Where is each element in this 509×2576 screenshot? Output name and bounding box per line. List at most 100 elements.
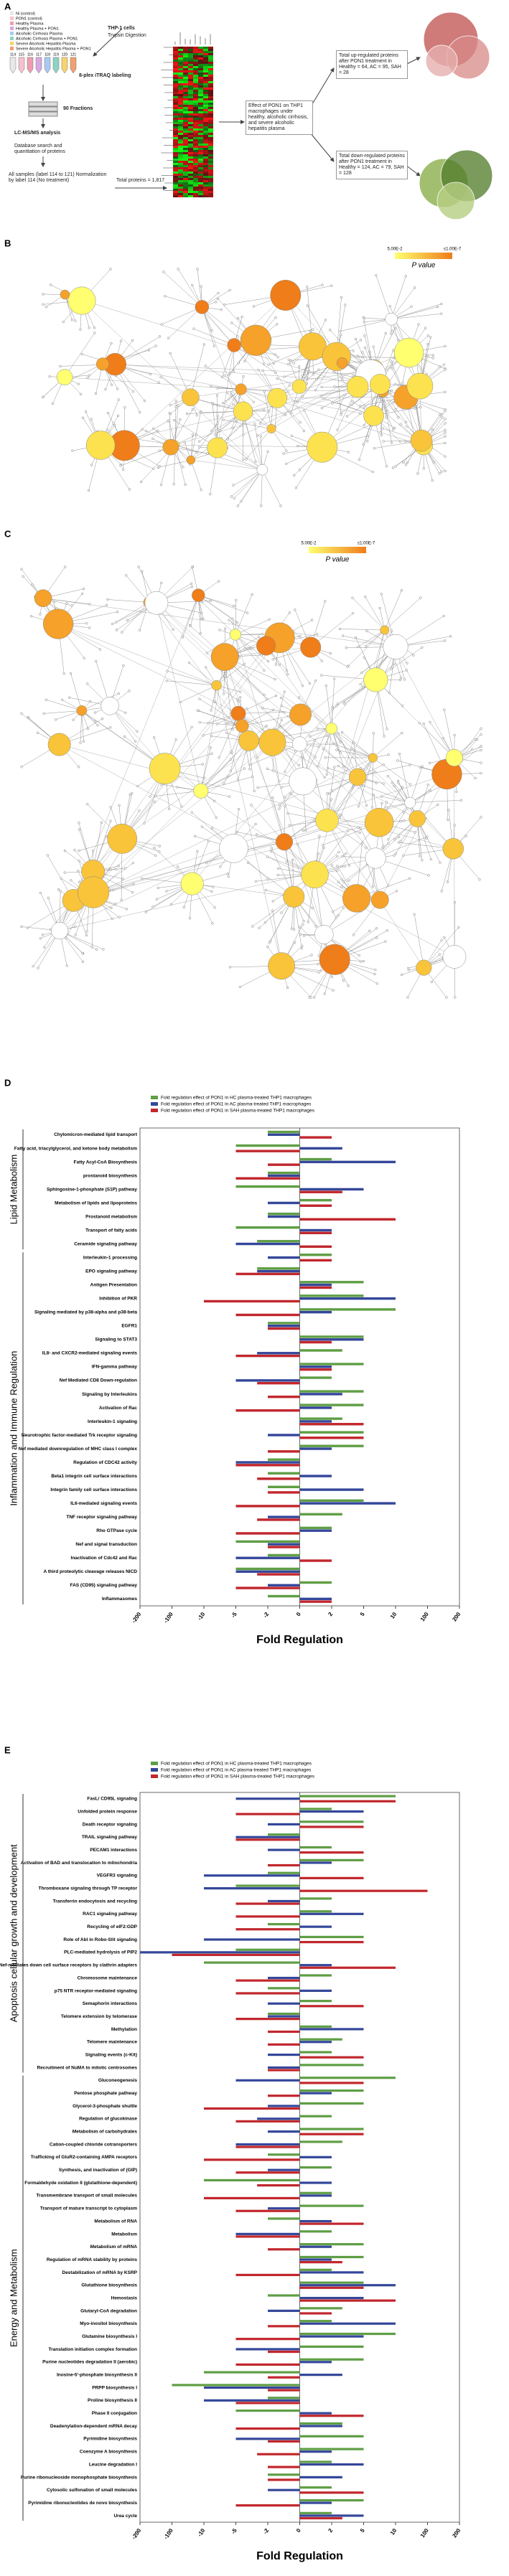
heat-cell — [193, 92, 198, 94]
network-node — [123, 406, 126, 409]
network-edge — [299, 697, 332, 729]
sample-swatch — [10, 22, 14, 25]
network-node — [88, 374, 90, 377]
category-label: Hemostasis — [111, 2295, 138, 2300]
network-hub — [235, 719, 249, 733]
network-hub — [385, 312, 398, 326]
bar — [299, 1940, 364, 1944]
x-tick-label: -5 — [230, 2527, 238, 2535]
heat-cell — [203, 152, 208, 154]
network-node — [42, 712, 45, 715]
bar — [235, 2018, 300, 2021]
bar — [299, 2261, 342, 2264]
network-node — [351, 596, 354, 599]
heat-cell — [193, 88, 198, 90]
sample-label: Alcoholic Cirrhosis Plasma — [16, 32, 63, 36]
heat-cell — [173, 109, 178, 111]
heat-cell — [178, 60, 183, 62]
heat-cell — [208, 66, 213, 68]
x-tick-label: -10 — [196, 2527, 206, 2538]
bar — [268, 1546, 300, 1548]
heat-cell — [178, 109, 183, 111]
network-node — [248, 763, 252, 766]
x-tick-label: -200 — [131, 1611, 143, 1625]
network-node — [258, 422, 262, 425]
network-node — [125, 574, 128, 577]
network-node — [347, 864, 350, 867]
category-label: Regulation of mRNA stability by proteins — [47, 2257, 138, 2262]
heat-cell — [203, 96, 208, 98]
network-node — [313, 819, 316, 822]
network-hub — [229, 629, 241, 641]
network-node — [243, 767, 246, 770]
bar — [268, 1472, 300, 1475]
network-node — [243, 359, 246, 363]
network-node — [375, 936, 378, 939]
bar — [299, 2102, 364, 2105]
network-node — [287, 358, 290, 361]
bar — [299, 2448, 364, 2450]
heat-cell — [178, 116, 183, 118]
network-node — [325, 773, 328, 776]
heat-cell — [208, 195, 213, 197]
heat-cell — [188, 163, 193, 165]
network-node — [131, 339, 134, 342]
network-hub — [180, 872, 204, 896]
heat-cell — [173, 163, 178, 165]
bar — [268, 1485, 300, 1488]
heat-cell — [203, 178, 208, 180]
network-node — [88, 489, 90, 492]
heat-cell — [203, 195, 208, 197]
category-label: FAS (CD95) signaling pathway — [70, 1583, 137, 1588]
network-node — [395, 890, 398, 893]
network-edge — [314, 630, 385, 875]
network-node — [77, 382, 80, 385]
network-edge — [44, 710, 82, 714]
network-node — [301, 944, 304, 947]
heat-cell — [208, 128, 213, 131]
bar — [257, 1477, 300, 1480]
network-node — [375, 927, 378, 930]
x-tick-label: 200 — [451, 1611, 462, 1623]
down-box: Total down-regulated proteins after PON1… — [336, 151, 408, 179]
network-node — [391, 367, 393, 370]
bar — [299, 1417, 342, 1420]
network-node — [459, 799, 463, 802]
network-node — [78, 766, 80, 768]
heat-cell — [198, 64, 203, 66]
heat-cell — [203, 92, 208, 94]
heat-cell — [208, 122, 213, 124]
network-node — [426, 355, 429, 358]
bar — [235, 2409, 300, 2412]
network-node — [299, 933, 302, 936]
network-node — [253, 789, 256, 793]
network-node — [204, 365, 207, 367]
bar — [235, 2143, 300, 2146]
heat-cell — [183, 124, 188, 126]
network-node — [375, 982, 378, 985]
bar — [299, 1529, 332, 1532]
heat-cell — [193, 72, 198, 75]
network-node — [188, 917, 192, 920]
network-node — [380, 802, 383, 804]
network-edge — [46, 700, 82, 711]
bar — [299, 2041, 332, 2044]
heat-cell — [193, 159, 198, 161]
network-node — [400, 973, 403, 977]
network-node — [397, 781, 400, 784]
heat-cell — [178, 128, 183, 131]
bar — [299, 1420, 332, 1423]
network-node — [223, 304, 226, 306]
network-node — [210, 827, 214, 829]
network-edge — [121, 645, 266, 840]
bar — [299, 2460, 332, 2463]
network-node — [43, 946, 46, 949]
network-edge — [174, 405, 179, 445]
network-node — [443, 639, 447, 642]
heat-cell — [173, 189, 178, 191]
category-label: Proline biosynthesis II — [88, 2398, 137, 2403]
network-node — [149, 795, 151, 798]
network-node — [215, 394, 219, 397]
network-node — [117, 692, 120, 695]
bar — [235, 1902, 300, 1905]
